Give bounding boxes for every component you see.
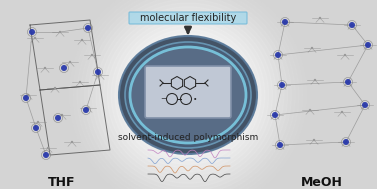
Circle shape bbox=[107, 14, 269, 176]
Circle shape bbox=[83, 107, 89, 113]
Circle shape bbox=[54, 87, 56, 89]
Circle shape bbox=[47, 147, 49, 149]
Circle shape bbox=[362, 102, 368, 108]
Circle shape bbox=[279, 82, 285, 88]
Circle shape bbox=[275, 52, 281, 58]
Circle shape bbox=[29, 29, 35, 35]
Circle shape bbox=[44, 67, 46, 69]
Circle shape bbox=[311, 47, 313, 49]
Circle shape bbox=[27, 94, 29, 96]
Ellipse shape bbox=[119, 36, 257, 154]
Circle shape bbox=[284, 21, 286, 23]
Circle shape bbox=[274, 114, 276, 116]
Text: molecular flexibility: molecular flexibility bbox=[140, 13, 236, 23]
Circle shape bbox=[69, 61, 71, 63]
Circle shape bbox=[343, 139, 349, 145]
Circle shape bbox=[309, 109, 311, 111]
Circle shape bbox=[91, 54, 93, 56]
Circle shape bbox=[313, 139, 315, 141]
Circle shape bbox=[88, 0, 288, 189]
Circle shape bbox=[104, 11, 273, 180]
Circle shape bbox=[71, 141, 73, 143]
Circle shape bbox=[84, 0, 291, 189]
Text: −: − bbox=[160, 96, 166, 102]
Circle shape bbox=[34, 37, 36, 39]
Circle shape bbox=[92, 0, 284, 189]
Circle shape bbox=[168, 75, 208, 115]
Circle shape bbox=[161, 67, 216, 123]
Circle shape bbox=[277, 142, 283, 148]
Circle shape bbox=[138, 45, 238, 145]
Circle shape bbox=[347, 81, 349, 83]
Circle shape bbox=[59, 31, 61, 33]
Circle shape bbox=[134, 41, 242, 149]
Ellipse shape bbox=[125, 42, 251, 148]
Circle shape bbox=[364, 104, 366, 106]
Circle shape bbox=[272, 112, 278, 118]
Circle shape bbox=[341, 111, 343, 113]
Circle shape bbox=[345, 141, 347, 143]
Circle shape bbox=[141, 48, 234, 142]
Circle shape bbox=[37, 121, 39, 123]
Text: THF: THF bbox=[48, 176, 76, 188]
Circle shape bbox=[277, 54, 279, 56]
Circle shape bbox=[96, 3, 280, 187]
Circle shape bbox=[130, 37, 246, 153]
Circle shape bbox=[164, 71, 212, 119]
Circle shape bbox=[87, 107, 89, 109]
Circle shape bbox=[367, 44, 369, 46]
Circle shape bbox=[119, 26, 257, 164]
Circle shape bbox=[149, 56, 227, 134]
Circle shape bbox=[61, 65, 67, 71]
Circle shape bbox=[85, 25, 91, 31]
Circle shape bbox=[95, 69, 101, 75]
Circle shape bbox=[344, 54, 346, 56]
Circle shape bbox=[79, 81, 81, 83]
Circle shape bbox=[23, 95, 29, 101]
Circle shape bbox=[281, 84, 283, 86]
Circle shape bbox=[282, 19, 288, 25]
Circle shape bbox=[349, 22, 355, 28]
Circle shape bbox=[43, 152, 49, 158]
Circle shape bbox=[156, 64, 219, 126]
Ellipse shape bbox=[130, 47, 246, 143]
Circle shape bbox=[99, 74, 101, 76]
Text: solvent-induced polymorphism: solvent-induced polymorphism bbox=[118, 133, 258, 143]
FancyBboxPatch shape bbox=[129, 12, 247, 24]
Circle shape bbox=[145, 52, 231, 138]
Circle shape bbox=[126, 33, 250, 157]
Text: ∙: ∙ bbox=[193, 96, 197, 102]
Circle shape bbox=[279, 144, 281, 146]
Circle shape bbox=[100, 7, 276, 183]
Circle shape bbox=[123, 29, 253, 160]
Circle shape bbox=[55, 115, 61, 121]
Circle shape bbox=[365, 42, 371, 48]
Circle shape bbox=[115, 22, 261, 168]
Text: MeOH: MeOH bbox=[301, 176, 343, 188]
Circle shape bbox=[351, 24, 353, 26]
Circle shape bbox=[81, 39, 83, 41]
Circle shape bbox=[319, 17, 321, 19]
FancyBboxPatch shape bbox=[145, 66, 231, 118]
Circle shape bbox=[314, 79, 316, 81]
Circle shape bbox=[153, 60, 223, 130]
Circle shape bbox=[345, 79, 351, 85]
Circle shape bbox=[33, 125, 39, 131]
Circle shape bbox=[111, 18, 265, 172]
Circle shape bbox=[61, 114, 63, 116]
